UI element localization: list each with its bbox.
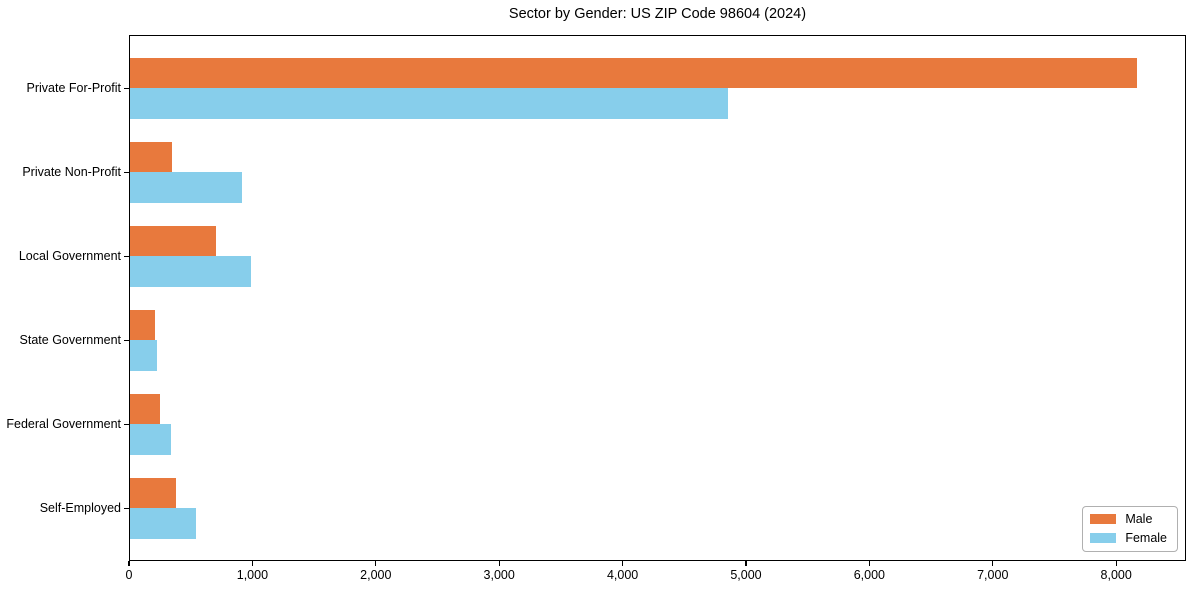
bar-female-4: [130, 424, 171, 455]
legend: Male Female: [1082, 506, 1178, 552]
x-tick-label-8: 8,000: [1100, 568, 1132, 582]
x-tick-label-6: 6,000: [853, 568, 885, 582]
x-tick-label-7: 7,000: [977, 568, 1009, 582]
bar-male-3: [130, 309, 155, 340]
bar-female-3: [130, 340, 158, 371]
x-tick-label-4: 4,000: [606, 568, 639, 582]
y-tick-mark: [124, 339, 129, 341]
x-tick-mark: [992, 561, 994, 566]
y-tick-label-0: Private For-Profit: [26, 81, 121, 96]
legend-label-female: Female: [1125, 531, 1167, 545]
bar-male-0: [130, 57, 1137, 88]
x-tick-label-5: 5,000: [730, 568, 762, 582]
x-tick-mark: [745, 561, 747, 566]
y-tick-label-1: Private Non-Profit: [22, 165, 121, 180]
x-tick-mark: [375, 561, 377, 566]
x-tick-mark: [1115, 561, 1117, 566]
y-tick-mark: [124, 171, 129, 173]
x-tick-label-1: 1,000: [236, 568, 269, 582]
x-tick-label-2: 2,000: [360, 568, 392, 582]
x-tick-label-0: 0: [125, 568, 133, 582]
chart-title: Sector by Gender: US ZIP Code 98604 (202…: [508, 6, 807, 22]
bar-male-5: [130, 477, 176, 508]
y-tick-mark: [124, 255, 129, 257]
bar-female-2: [130, 256, 251, 287]
x-tick-label-3: 3,000: [483, 568, 515, 582]
x-tick-mark: [621, 561, 624, 566]
plot-area: Male Female: [129, 35, 1186, 561]
legend-item-male: Male: [1090, 512, 1167, 526]
bar-female-5: [130, 508, 197, 539]
female-color-swatch: [1090, 533, 1117, 543]
legend-item-female: Female: [1090, 531, 1167, 545]
bar-male-1: [130, 141, 172, 172]
y-tick-label-4: Federal Government: [6, 417, 121, 432]
x-tick-mark: [251, 561, 254, 566]
y-tick-label-5: Self-Employed: [39, 501, 121, 516]
x-tick-mark: [868, 561, 871, 566]
bar-female-1: [130, 172, 242, 203]
y-tick-mark: [124, 507, 129, 509]
legend-label-male: Male: [1125, 512, 1153, 526]
male-color-swatch: [1090, 514, 1117, 524]
bar-male-4: [130, 393, 160, 424]
y-tick-mark: [124, 87, 129, 89]
x-tick-mark: [128, 561, 130, 566]
y-tick-label-3: State Government: [19, 333, 121, 348]
y-tick-mark: [124, 423, 129, 425]
bar-male-2: [130, 225, 216, 256]
y-tick-label-2: Local Government: [18, 249, 121, 264]
bar-female-0: [130, 88, 728, 119]
x-tick-mark: [498, 561, 500, 566]
